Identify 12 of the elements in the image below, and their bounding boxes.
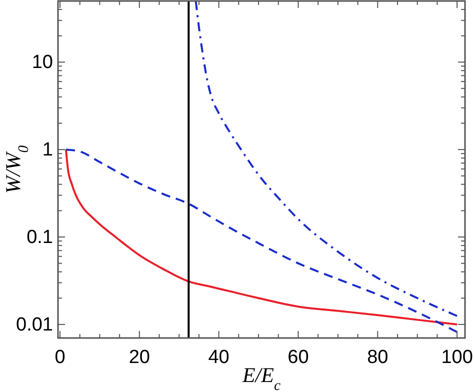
x-tick-label: 20 xyxy=(128,347,150,368)
y-tick-label: 0.1 xyxy=(26,227,53,248)
x-axis-title: E/E$_{c}$ xyxy=(241,363,281,392)
x-tick-label: 100 xyxy=(441,347,473,368)
x-tick-label: 60 xyxy=(288,347,309,368)
x-tick-label: 40 xyxy=(208,347,230,368)
x-tick-label: 0 xyxy=(54,347,66,368)
y-tick-label: 0.01 xyxy=(16,314,53,336)
line-series xyxy=(194,1,458,317)
x-tick-label: 80 xyxy=(367,347,388,368)
y-tick-label: 10 xyxy=(32,52,53,74)
y-tick-label: 1 xyxy=(42,140,53,161)
